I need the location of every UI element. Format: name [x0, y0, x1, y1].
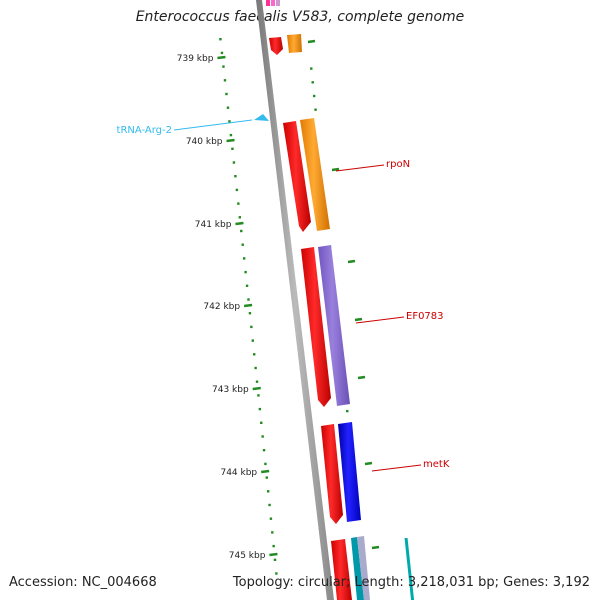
- gene-blue-metK: [338, 422, 361, 522]
- accession-text: Accession: NC_004668: [9, 575, 157, 590]
- trna-label: tRNA-Arg-2: [117, 125, 172, 136]
- minor-tick: [307, 39, 316, 44]
- guide-dot: [260, 421, 263, 424]
- rpoN-leader: [335, 164, 385, 172]
- genome-backbone: [256, 0, 334, 600]
- guide-dot: [219, 38, 222, 41]
- position-ticks: 739 kbp 740 kbp 741 kbp 742 kbp 743 kbp 744 k…: [177, 39, 380, 561]
- guide-dot: [228, 120, 231, 123]
- gene-red-top: [269, 37, 283, 55]
- metK-leader: [371, 464, 422, 472]
- minor-tick: [371, 545, 380, 550]
- gene-orange-top: [287, 34, 302, 53]
- guide-dot: [251, 339, 254, 342]
- guide-dot: [346, 409, 349, 413]
- major-tick: [217, 55, 226, 60]
- guide-dot: [226, 106, 230, 109]
- ef0783-label: EF0783: [406, 311, 444, 322]
- major-tick: [226, 138, 235, 143]
- bottom-partial-genes: [331, 536, 415, 600]
- guide-dot: [238, 216, 242, 219]
- tick-label: 741 kbp: [195, 220, 232, 230]
- guide-dot: [235, 188, 239, 192]
- tick-label: 740 kbp: [186, 137, 223, 147]
- minor-tick: [357, 375, 366, 380]
- major-tick: [252, 386, 261, 391]
- major-tick: [269, 552, 278, 557]
- trna-leader: [173, 119, 253, 131]
- guide-dot: [220, 51, 224, 55]
- guide-dot: [247, 298, 250, 301]
- guide-dot: [244, 270, 247, 274]
- trna-arg-2-gene: [254, 114, 269, 121]
- guide-dot: [275, 572, 278, 575]
- gene-red-2: [301, 247, 331, 407]
- minor-tick: [347, 259, 356, 264]
- guide-dot: [240, 229, 243, 233]
- guide-dot: [254, 366, 257, 370]
- guide-dot: [268, 503, 271, 507]
- guide-dot: [241, 243, 244, 246]
- guide-dot: [225, 92, 228, 96]
- guide-dot: [242, 257, 246, 260]
- guide-dot: [269, 517, 273, 520]
- guide-dot: [272, 544, 275, 548]
- guide-dot: [223, 79, 227, 82]
- gene-purple-ef0783: [318, 245, 350, 406]
- minor-tick: [354, 317, 363, 322]
- guide-dot: [253, 353, 256, 356]
- guide-dot: [312, 94, 316, 98]
- guide-dot: [232, 161, 236, 164]
- guide-dot: [237, 202, 240, 205]
- guide-dot: [234, 175, 237, 178]
- tick-label: 739 kbp: [177, 54, 214, 64]
- guide-dot: [265, 476, 269, 479]
- major-tick: [235, 221, 244, 226]
- guide-dot: [271, 531, 274, 534]
- tick-label: 743 kbp: [212, 385, 249, 395]
- ef0783-leader: [355, 316, 405, 324]
- guide-dot: [273, 558, 277, 561]
- tick-label: 744 kbp: [220, 468, 257, 478]
- guide-dot: [245, 284, 249, 287]
- guide-dot: [310, 67, 313, 70]
- guide-dot: [264, 462, 267, 466]
- map-title: Enterococcus faecalis V583, complete gen…: [135, 9, 465, 25]
- tick-label: 742 kbp: [203, 302, 240, 312]
- guide-dot: [314, 108, 317, 111]
- metK-label: metK: [423, 459, 450, 470]
- guide-dot: [262, 449, 266, 452]
- tick-label: 745 kbp: [229, 551, 266, 561]
- guide-dot: [250, 325, 253, 329]
- guide-dot: [231, 147, 234, 150]
- guide-dot: [261, 435, 264, 438]
- guide-dot: [258, 407, 262, 411]
- gene-red-3: [321, 424, 343, 524]
- guide-dot: [229, 133, 233, 137]
- guide-dot: [266, 490, 270, 493]
- minor-tick: [331, 167, 340, 172]
- minor-tick: [364, 461, 373, 466]
- guide-dot: [255, 380, 259, 383]
- guide-dot: [257, 394, 260, 397]
- guide-dot: [222, 65, 225, 68]
- top-partial-genes: [266, 0, 302, 55]
- guide-dot: [248, 312, 252, 315]
- major-tick: [261, 469, 270, 474]
- gene-red-1: [283, 121, 311, 232]
- guide-dot: [311, 81, 314, 84]
- gene-labels: tRNA-Arg-2 rpoN EF0783 metK: [117, 119, 450, 472]
- gene-orange-rpoN: [300, 118, 330, 231]
- genome-summary-text: Topology: circular; Length: 3,218,031 bp…: [232, 575, 590, 590]
- major-tick: [243, 303, 253, 308]
- rpoN-label: rpoN: [386, 159, 410, 170]
